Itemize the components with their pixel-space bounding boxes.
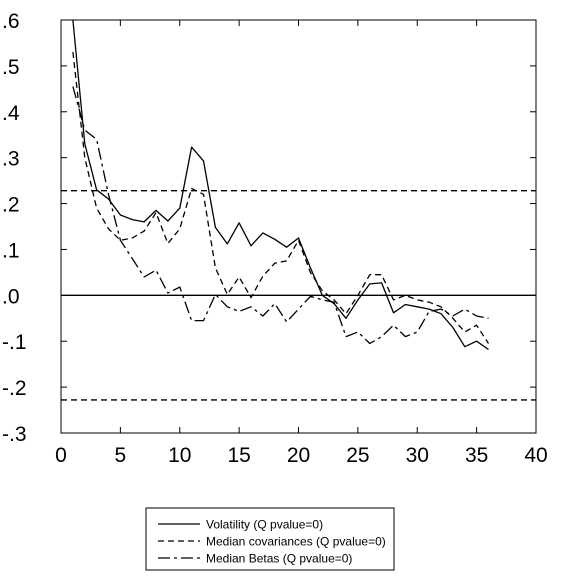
y-tick-label: -.3	[2, 423, 27, 446]
x-tick-label: 30	[406, 444, 429, 467]
series-line-3	[72, 86, 489, 345]
x-tick-label: 10	[168, 444, 191, 467]
y-tick-label: .6	[2, 10, 20, 33]
series-line-2	[72, 52, 490, 344]
series-lines	[72, 19, 490, 351]
legend-label: Median covariances (Q pvalue=0)	[206, 535, 386, 549]
x-tick-label: 0	[55, 444, 67, 467]
y-tick-label: .0	[2, 285, 20, 308]
x-tick-label: 40	[524, 444, 547, 467]
legend-items: Volatility (Q pvalue=0) Median covariance…	[158, 518, 386, 566]
y-tick-label: .1	[2, 239, 20, 262]
y-tick-label: .2	[2, 194, 20, 217]
x-tick-label: 25	[346, 444, 369, 467]
plot-area	[60, 19, 537, 434]
series-line-1	[72, 19, 489, 351]
y-tick-label: .4	[2, 102, 20, 125]
y-tick-label: -.1	[2, 331, 27, 354]
reference-lines	[61, 190, 536, 401]
legend-label: Median Betas (Q pvalue=0)	[206, 552, 352, 566]
x-tick-label: 20	[287, 444, 310, 467]
y-tick-label: .3	[2, 148, 20, 171]
y-axis: .6 .5 .4 .3 .2 .1 .0 -.1 -.2 -.3	[2, 10, 536, 446]
legend-box	[145, 507, 395, 571]
legend-label: Volatility (Q pvalue=0)	[206, 518, 323, 532]
x-tick-label: 15	[227, 444, 250, 467]
x-tick-label: 5	[115, 444, 127, 467]
y-tick-label: -.2	[2, 377, 27, 400]
y-tick-label: .5	[2, 56, 20, 79]
legend: Volatility (Q pvalue=0) Median covariance…	[145, 507, 395, 571]
x-axis: 0 5 10 15 20 25 30 35 40	[55, 20, 548, 467]
x-tick-label: 35	[465, 444, 488, 467]
